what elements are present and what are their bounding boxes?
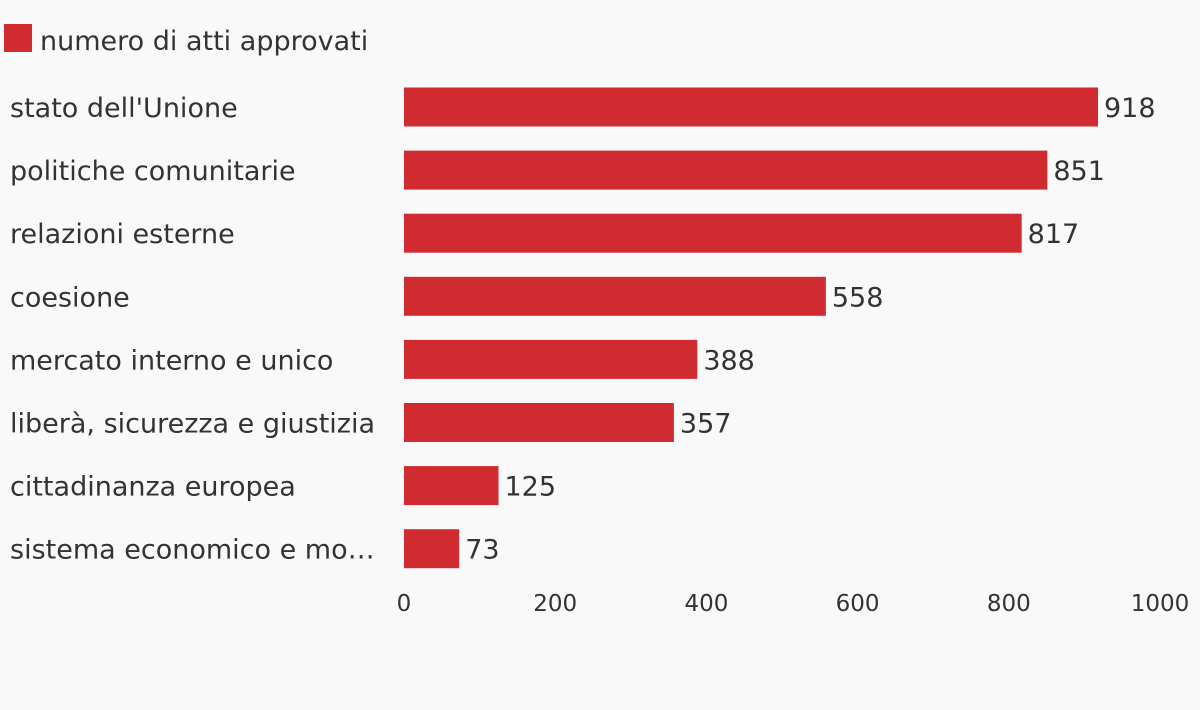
category-labels: stato dell'Unione politiche comunitarie re… [10, 93, 375, 566]
legend-swatch [4, 24, 32, 52]
data-label: 851 [1053, 156, 1105, 187]
category-label: sistema economico e mo… [10, 535, 375, 566]
x-axis-ticks: 0 200 400 600 800 1000 [397, 591, 1190, 617]
x-tick-label: 200 [533, 591, 577, 617]
bars [404, 87, 1099, 569]
bar [404, 87, 1099, 127]
data-label: 817 [1028, 219, 1080, 250]
data-label: 918 [1104, 93, 1156, 124]
category-label: cittadinanza europea [10, 472, 296, 503]
bar [404, 276, 826, 316]
bar [404, 403, 674, 442]
x-tick-label: 400 [684, 591, 728, 617]
data-label: 558 [832, 282, 884, 313]
category-label: liberà, sicurezza e giustizia [10, 409, 375, 440]
data-label: 125 [505, 472, 557, 503]
bar [404, 466, 499, 506]
x-tick-label: 800 [987, 591, 1031, 617]
category-label: mercato interno e unico [10, 345, 333, 376]
category-label: stato dell'Unione [10, 93, 238, 124]
data-label: 357 [680, 409, 732, 440]
x-tick-label: 1000 [1131, 591, 1190, 617]
x-tick-label: 0 [397, 591, 412, 617]
category-label: politiche comunitarie [10, 156, 296, 187]
legend-label: numero di atti approvati [40, 26, 368, 57]
bar [404, 213, 1022, 253]
x-tick-label: 600 [836, 591, 880, 617]
data-label: 388 [703, 345, 755, 376]
data-label: 73 [465, 535, 499, 566]
category-label: coesione [10, 282, 130, 313]
category-label: relazioni esterne [10, 219, 235, 250]
data-labels: 918 851 817 558 388 357 125 73 [465, 93, 1155, 566]
bar [404, 150, 1048, 190]
bar [404, 339, 698, 379]
bar [404, 529, 460, 569]
legend: numero di atti approvati [4, 24, 368, 57]
